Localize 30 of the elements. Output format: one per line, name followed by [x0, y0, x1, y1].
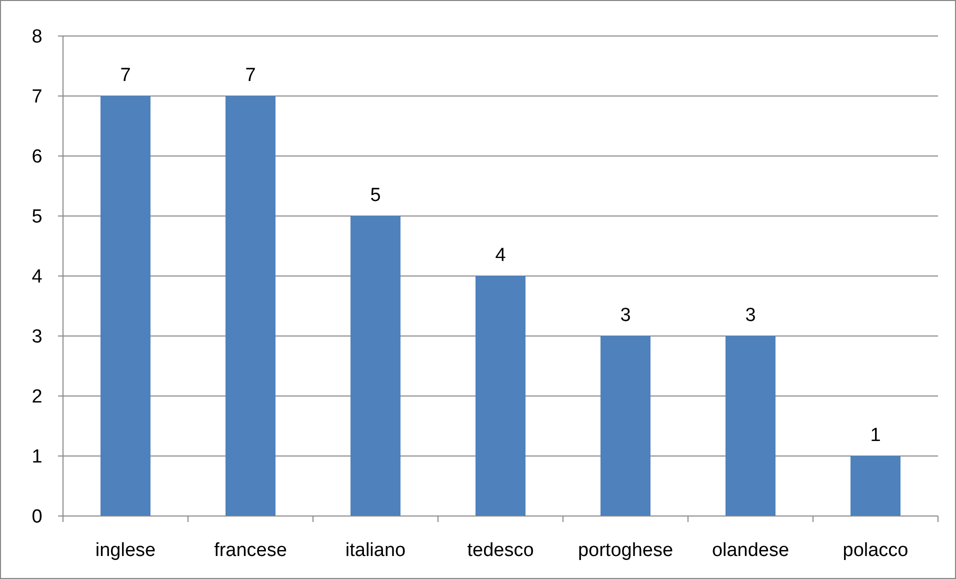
- bar: [476, 276, 526, 516]
- data-label: 3: [620, 305, 631, 326]
- data-label: 5: [370, 185, 381, 206]
- y-tick-label: 0: [32, 506, 42, 528]
- bar: [350, 216, 400, 516]
- bar: [100, 96, 150, 516]
- y-tick-label: 8: [32, 26, 42, 48]
- data-label: 7: [120, 65, 131, 86]
- x-tick-label: olandese: [712, 540, 790, 561]
- y-tick-label: 4: [32, 266, 43, 288]
- bar: [850, 456, 900, 516]
- bar: [726, 336, 776, 516]
- data-label: 4: [495, 245, 506, 266]
- x-tick-label: italiano: [345, 540, 406, 561]
- y-tick-label: 5: [32, 206, 42, 228]
- y-tick-label: 6: [32, 146, 42, 168]
- data-label: 7: [245, 65, 256, 86]
- y-tick-label: 1: [32, 446, 42, 468]
- x-tick-label: polacco: [842, 540, 908, 561]
- y-tick-label: 3: [32, 326, 42, 348]
- x-tick-label: portoghese: [578, 540, 674, 561]
- bar: [600, 336, 650, 516]
- y-tick-label: 7: [32, 86, 42, 108]
- x-tick-label: tedesco: [467, 540, 534, 561]
- data-label: 3: [745, 305, 756, 326]
- y-tick-label: 2: [32, 386, 42, 408]
- data-label: 1: [870, 425, 881, 446]
- x-tick-label: inglese: [95, 540, 156, 561]
- x-tick-label: francese: [214, 540, 287, 561]
- bar: [226, 96, 276, 516]
